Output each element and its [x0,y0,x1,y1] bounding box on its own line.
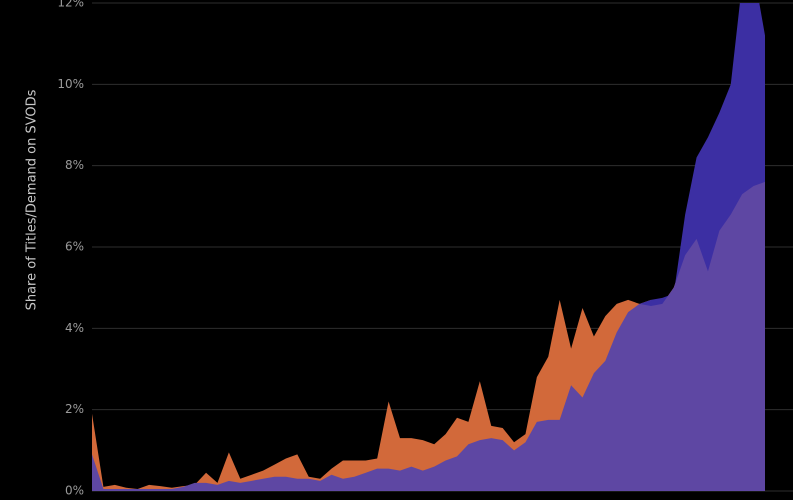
y-axis-label: Share of Titles/Demand on SVODs [25,89,40,310]
plot-area [92,3,765,491]
y-tick-label: 0% [65,484,84,498]
y-tick-label: 6% [65,240,84,254]
y-tick-label: 8% [65,158,84,172]
y-tick-label: 2% [65,402,84,416]
y-tick-label: 4% [65,321,84,335]
y-tick-label: 10% [57,77,84,91]
area [92,181,765,491]
y-tick-label: 12% [57,0,84,10]
grid [92,2,793,492]
